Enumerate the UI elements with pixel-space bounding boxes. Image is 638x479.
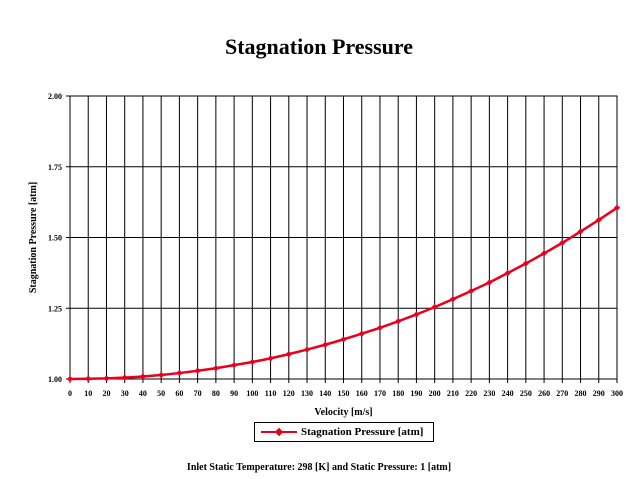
data-point <box>376 324 384 331</box>
x-tick-label: 190 <box>410 389 422 398</box>
footnote: Inlet Static Temperature: 298 [K] and St… <box>186 462 452 473</box>
data-point <box>340 336 347 343</box>
data-point <box>486 279 493 286</box>
x-tick-label: 180 <box>392 389 404 398</box>
data-point <box>449 296 457 303</box>
y-axis-label: Stagnation Pressure [atm] <box>28 182 39 293</box>
data-point <box>322 341 329 348</box>
data-point <box>267 355 274 362</box>
x-tick-label: 0 <box>68 389 72 398</box>
data-point <box>358 330 365 337</box>
x-tick-label: 80 <box>212 389 220 398</box>
legend-swatch <box>261 427 297 437</box>
x-tick-label: 120 <box>283 389 295 398</box>
y-tick-label: 1.00 <box>48 375 62 384</box>
x-tick-label: 220 <box>465 389 477 398</box>
y-tick-label: 2.00 <box>48 92 62 101</box>
x-tick-label: 50 <box>157 389 165 398</box>
data-point <box>285 350 292 358</box>
x-tick-label: 280 <box>575 389 587 398</box>
x-tick-label: 210 <box>447 389 459 398</box>
data-point <box>158 371 165 379</box>
x-tick-label: 230 <box>483 389 495 398</box>
x-tick-label: 40 <box>139 389 147 398</box>
legend-label: Stagnation Pressure [atm] <box>301 426 424 438</box>
x-tick-label: 270 <box>556 389 568 398</box>
x-tick-label: 30 <box>121 389 129 398</box>
data-point <box>504 270 511 277</box>
legend: Stagnation Pressure [atm] <box>254 422 434 442</box>
x-tick-label: 170 <box>374 389 386 398</box>
x-tick-label: 100 <box>246 389 258 398</box>
x-tick-label: 70 <box>194 389 202 398</box>
x-tick-label: 300 <box>611 389 623 398</box>
x-tick-label: 250 <box>520 389 532 398</box>
x-tick-label: 240 <box>502 389 514 398</box>
x-tick-label: 90 <box>230 389 238 398</box>
x-tick-label: 150 <box>338 389 350 398</box>
x-tick-label: 10 <box>84 389 92 398</box>
chart-title: Stagnation Pressure <box>224 34 414 59</box>
x-tick-label: 110 <box>265 389 277 398</box>
y-tick-label: 1.75 <box>48 163 62 172</box>
x-tick-label: 130 <box>301 389 313 398</box>
data-point <box>468 287 475 295</box>
data-point <box>413 311 420 318</box>
y-tick-label: 1.25 <box>48 304 62 313</box>
data-point <box>230 362 238 369</box>
x-tick-label: 160 <box>356 389 368 398</box>
data-point <box>303 346 311 353</box>
x-tick-label: 20 <box>102 389 110 398</box>
x-tick-label: 290 <box>593 389 605 398</box>
x-axis-label: Velocity [m/s] <box>314 407 372 418</box>
y-tick-label: 1.50 <box>48 234 62 243</box>
data-point <box>431 304 438 311</box>
x-tick-label: 260 <box>538 389 550 398</box>
x-tick-label: 200 <box>429 389 441 398</box>
data-point <box>395 318 402 325</box>
x-tick-label: 140 <box>319 389 331 398</box>
x-tick-label: 60 <box>175 389 183 398</box>
